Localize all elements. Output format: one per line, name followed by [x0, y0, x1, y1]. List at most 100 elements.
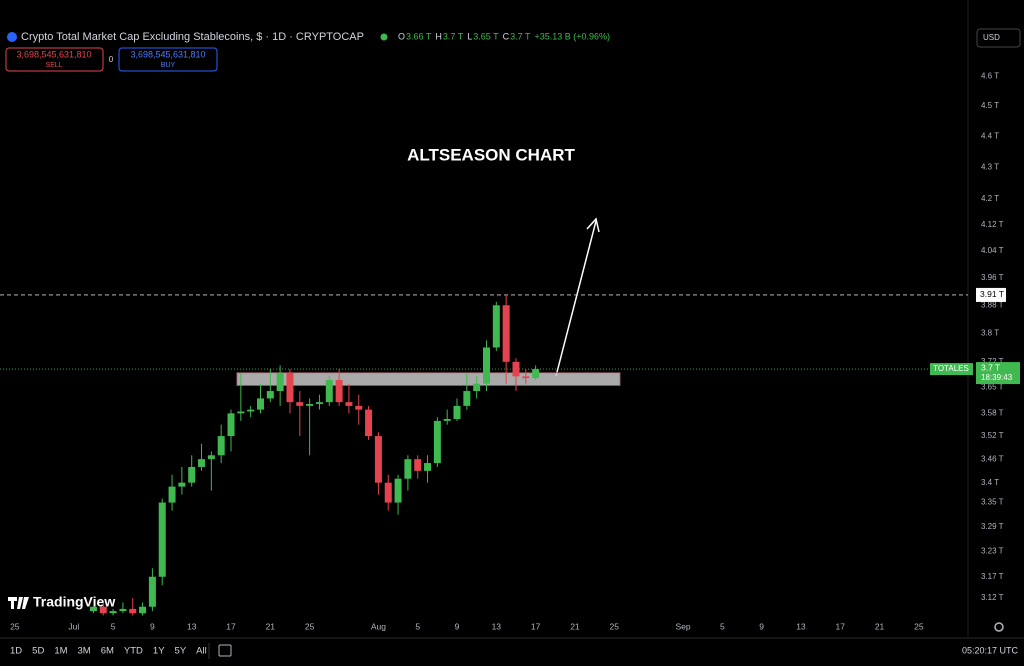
candle-body — [424, 463, 432, 471]
y-tick-label: 3.8 T — [981, 328, 999, 337]
buy-price: 3,698,545,631,810 — [130, 49, 205, 59]
x-tick-label: 9 — [150, 621, 155, 631]
candle-body — [355, 405, 363, 410]
clock: 05:20:17 UTC — [962, 645, 1019, 655]
candle-body — [306, 404, 314, 406]
y-tick-label: 4.2 T — [981, 194, 999, 203]
x-tick-label: 17 — [226, 621, 236, 631]
x-tick-label: 21 — [570, 621, 580, 631]
ohlc-value: 3.7 T — [443, 31, 464, 41]
status-dot — [380, 33, 388, 41]
change: +35.13 B (+0.96%) — [534, 31, 610, 41]
candle-body — [296, 402, 304, 406]
x-tick-label: 13 — [492, 621, 502, 631]
x-tick-label: 5 — [111, 621, 116, 631]
candle-body — [188, 466, 196, 483]
calendar-icon[interactable] — [218, 644, 232, 657]
y-tick-label: 3.12 T — [981, 593, 1004, 602]
y-tick-label: 4.6 T — [981, 72, 999, 81]
candle-body — [168, 486, 176, 503]
ohlc-value: 3.7 T — [510, 31, 531, 41]
candle-body — [315, 402, 323, 405]
y-tick-label: 3.58 T — [981, 408, 1004, 417]
candle-body — [129, 608, 137, 614]
price-name: TOTALES — [933, 364, 969, 373]
settings-icon[interactable] — [994, 622, 1004, 632]
candle-body — [148, 576, 156, 607]
symbol-icon — [7, 32, 17, 42]
x-tick-label: 17 — [531, 621, 541, 631]
ohlc-value: 3.66 T — [406, 31, 432, 41]
ohlc-key: L — [467, 31, 472, 41]
candle-body — [404, 459, 412, 479]
range-button[interactable]: 6M — [101, 646, 114, 657]
candle-body — [374, 436, 382, 483]
countdown: 18:39:43 — [981, 373, 1013, 382]
y-tick-label: 4.4 T — [981, 131, 999, 140]
x-tick-label: Sep — [675, 621, 690, 631]
range-button[interactable]: 3M — [78, 646, 91, 657]
range-button[interactable]: 1D — [10, 646, 22, 657]
y-tick-label: 4.04 T — [981, 246, 1004, 255]
sell-button[interactable] — [5, 47, 104, 72]
candle-body — [266, 391, 274, 399]
candle-body — [119, 608, 127, 612]
y-tick-label: 4.3 T — [981, 162, 999, 171]
y-tick-label: 3.96 T — [981, 273, 1004, 282]
candle-body — [335, 380, 343, 403]
x-tick-label: 17 — [836, 621, 846, 631]
currency-select[interactable] — [976, 28, 1021, 48]
x-tick-label: Jul — [68, 621, 79, 631]
y-tick-label: 3.52 T — [981, 431, 1004, 440]
currency: USD — [983, 33, 1000, 42]
candle-body — [502, 305, 510, 362]
y-tick-label: 3.17 T — [981, 572, 1004, 581]
y-tick-label: 3.29 T — [981, 522, 1004, 531]
price-name-tag — [930, 363, 973, 376]
y-tick-label: 3.35 T — [981, 498, 1004, 507]
x-tick-label: 21 — [875, 621, 885, 631]
candle-body — [256, 398, 264, 410]
candle-body — [207, 455, 215, 460]
range-button[interactable]: 1Y — [153, 646, 165, 657]
x-tick-label: 9 — [455, 621, 460, 631]
ohlc-key: C — [503, 31, 510, 41]
x-tick-label: 25 — [610, 621, 620, 631]
range-button[interactable]: All — [196, 646, 207, 657]
candle-body — [384, 482, 392, 503]
candle-body — [492, 305, 500, 348]
y-tick-label: 4.5 T — [981, 101, 999, 110]
high-line-tag — [976, 287, 1006, 302]
candle-body — [453, 405, 461, 420]
candle-body — [217, 436, 225, 456]
y-tick-label: 3.88 T — [981, 300, 1004, 309]
candle-body — [158, 502, 166, 577]
x-tick-label: Aug — [371, 621, 386, 631]
chart-title: ALTSEASON CHART — [407, 145, 575, 164]
range-button[interactable]: 5Y — [175, 646, 187, 657]
logo-icon — [8, 597, 29, 609]
range-button[interactable]: 5D — [32, 646, 44, 657]
candle-body — [237, 411, 245, 414]
candle-body — [227, 413, 235, 437]
range-button[interactable]: YTD — [124, 646, 143, 657]
ohlc-legend: O 3.66 T H 3.7 T L 3.65 T C 3.7 T +35.13 B (+0.9… — [398, 31, 610, 41]
x-tick-label: 13 — [187, 621, 197, 631]
high-line-label: 3.91 T — [980, 289, 1004, 299]
sell-price: 3,698,545,631,810 — [16, 49, 91, 59]
buy-label: BUY — [161, 62, 176, 69]
candle-body — [463, 391, 471, 406]
arrow-shaft — [555, 220, 597, 377]
buy-button[interactable] — [118, 47, 218, 72]
candle-body — [109, 611, 117, 614]
y-tick-label: 3.65 T — [981, 382, 1004, 391]
arrow-head — [586, 217, 600, 233]
candle-body — [325, 380, 333, 403]
y-tick-label: 3.46 T — [981, 454, 1004, 463]
candle-body — [394, 478, 402, 503]
range-button[interactable]: 1M — [54, 646, 67, 657]
candle-body — [443, 419, 451, 421]
candle-body — [198, 459, 206, 467]
range-bar: 1D 5D 1M 3M 6M YTD 1Y 5Y All — [10, 646, 207, 657]
candle-body — [139, 606, 147, 614]
